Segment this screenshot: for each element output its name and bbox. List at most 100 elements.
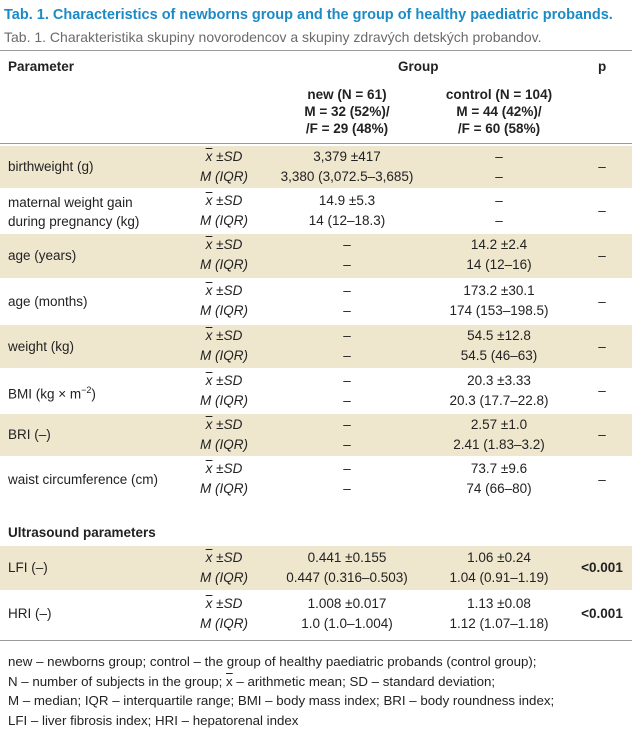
stat-label-mean-sd: x ±SD	[192, 235, 256, 255]
new-group-median: –	[343, 437, 351, 452]
footnote-line1: new – newborns group; control – the grou…	[8, 654, 537, 669]
new-group-median: 3,380 (3,072.5–3,685)	[280, 169, 414, 184]
new-group-mean: –	[343, 461, 351, 476]
stat-sd: ±SD	[212, 373, 243, 388]
row-label: weight (kg)	[8, 338, 75, 354]
stat-sd: ±SD	[212, 461, 243, 476]
stat-label-median-iqr: M (IQR)	[200, 213, 248, 228]
control-group-median: 14 (12–16)	[466, 257, 532, 272]
footnote-xbar: x	[226, 673, 233, 689]
stat-xbar: x	[205, 417, 213, 432]
table-title: Tab. 1. Characteristics of newborns grou…	[4, 7, 613, 23]
ultrasound-row	[0, 546, 632, 590]
new-group-median: –	[343, 303, 351, 318]
new-group-mean: 0.441 ±0.155	[307, 550, 387, 565]
new-group-mean: 3,379 ±417	[313, 149, 381, 164]
header-control-line1: control (N = 104)	[445, 87, 553, 102]
header-control-group: control (N = 104) M = 44 (42%)/ /F = 60 …	[428, 86, 570, 137]
row-label: BMI (kg × m−2)	[8, 381, 96, 404]
table-row	[0, 414, 632, 456]
header-new-group: new (N = 61) M = 32 (52%)/ /F = 29 (48%)	[262, 86, 432, 137]
stat-sd: ±SD	[212, 550, 243, 565]
new-group-median: –	[343, 348, 351, 363]
footnote: new – newborns group; control – the grou…	[8, 652, 628, 730]
stat-label-median-iqr: M (IQR)	[200, 257, 248, 272]
new-group-median: 1.0 (1.0–1.004)	[301, 616, 393, 631]
new-group-median: –	[343, 257, 351, 272]
p-value: –	[598, 427, 606, 442]
row-label: waist circumference (cm)	[8, 472, 159, 487]
new-group-mean: 14.9 ±5.3	[318, 193, 376, 208]
row-label: HRI (–)	[8, 606, 52, 621]
control-group-mean: –	[495, 193, 503, 208]
header-group: Group	[398, 59, 439, 74]
new-group-mean: –	[343, 417, 351, 432]
footnote-line3: M – median; IQR – interquartile range; B…	[8, 693, 555, 708]
stat-label-median-iqr: M (IQR)	[200, 169, 248, 184]
p-value: –	[598, 248, 606, 263]
stat-xbar: x	[205, 596, 213, 611]
new-group-median: 14 (12–18.3)	[308, 213, 386, 228]
p-value: <0.001	[581, 606, 623, 621]
ultrasound-section-title: Ultrasound parameters	[8, 525, 156, 540]
stat-label-mean-sd: x ±SD	[192, 326, 256, 346]
header-parameter: Parameter	[8, 59, 75, 74]
control-group-mean: –	[495, 149, 503, 164]
control-group-median: 2.41 (1.83–3.2)	[453, 437, 545, 452]
control-group-median: 74 (66–80)	[466, 481, 532, 496]
stat-xbar: x	[205, 328, 213, 343]
header-top-rule	[0, 50, 632, 51]
row-label: LFI (–)	[8, 560, 48, 575]
footnote-line2-b: – arithmetic mean; SD – standard deviati…	[232, 673, 496, 689]
table-row	[0, 146, 632, 188]
stat-label-mean-sd: x ±SD	[192, 281, 256, 301]
header-control-line2: M = 44 (42%)/	[456, 104, 542, 119]
stat-sd: ±SD	[212, 149, 243, 164]
p-value: –	[598, 293, 606, 309]
control-group-median: 1.12 (1.07–1.18)	[449, 616, 549, 631]
stat-label-mean-sd: x ±SD	[192, 415, 256, 435]
new-group-mean: –	[343, 237, 351, 252]
row-label: BRI (–)	[8, 427, 51, 442]
stat-label-mean-sd: x ±SD	[192, 147, 256, 167]
stat-sd: ±SD	[212, 237, 243, 252]
p-value: –	[598, 203, 606, 218]
stat-xbar: x	[205, 237, 213, 252]
new-group-mean: –	[343, 373, 351, 388]
stat-label-median-iqr: M (IQR)	[200, 616, 248, 631]
control-group-mean: 54.5 ±12.8	[467, 328, 531, 343]
header-control-line3: /F = 60 (58%)	[457, 121, 541, 136]
stat-label-mean-sd: x ±SD	[192, 371, 256, 391]
stat-xbar: x	[205, 283, 213, 298]
header-p: p	[598, 59, 607, 74]
stat-sd: ±SD	[212, 193, 243, 208]
stat-label-median-iqr: M (IQR)	[200, 570, 248, 585]
control-group-mean: 73.7 ±9.6	[470, 461, 528, 476]
stat-sd: ±SD	[212, 328, 243, 343]
control-group-mean: 2.57 ±1.0	[470, 417, 528, 432]
stat-sd: ±SD	[212, 596, 243, 611]
row-label-line1: maternal weight gain	[8, 195, 133, 210]
control-group-median: –	[495, 169, 503, 184]
row-label-superscript: −2	[81, 385, 92, 395]
stat-label-median-iqr: M (IQR)	[200, 437, 248, 452]
new-group-median: 0.447 (0.316–0.503)	[286, 570, 408, 585]
header-new-line1: new (N = 61)	[307, 87, 387, 102]
control-group-mean: 173.2 ±30.1	[463, 283, 535, 298]
stat-xbar: x	[205, 193, 213, 208]
stat-label-mean-sd: x ±SD	[192, 459, 256, 479]
table-title-slovak: Tab. 1. Charakteristika skupiny novorode…	[4, 29, 542, 45]
stat-label-median-iqr: M (IQR)	[200, 303, 248, 318]
footnote-line2-a: N – number of subjects in the group;	[8, 673, 227, 689]
table-row	[0, 325, 632, 368]
header-new-line3: /F = 29 (48%)	[305, 121, 389, 136]
row-label-text: BMI (kg × m	[8, 386, 82, 402]
control-group-mean: 14.2 ±2.4	[470, 237, 528, 252]
control-group-median: 174 (153–198.5)	[449, 303, 549, 318]
new-group-mean: –	[343, 283, 351, 298]
new-group-mean: 1.008 ±0.017	[307, 596, 387, 611]
row-label: maternal weight gain during pregnancy (kg…	[8, 193, 139, 231]
p-value: –	[598, 159, 606, 174]
control-group-mean: 1.06 ±0.24	[467, 550, 531, 565]
p-value: <0.001	[581, 560, 623, 575]
